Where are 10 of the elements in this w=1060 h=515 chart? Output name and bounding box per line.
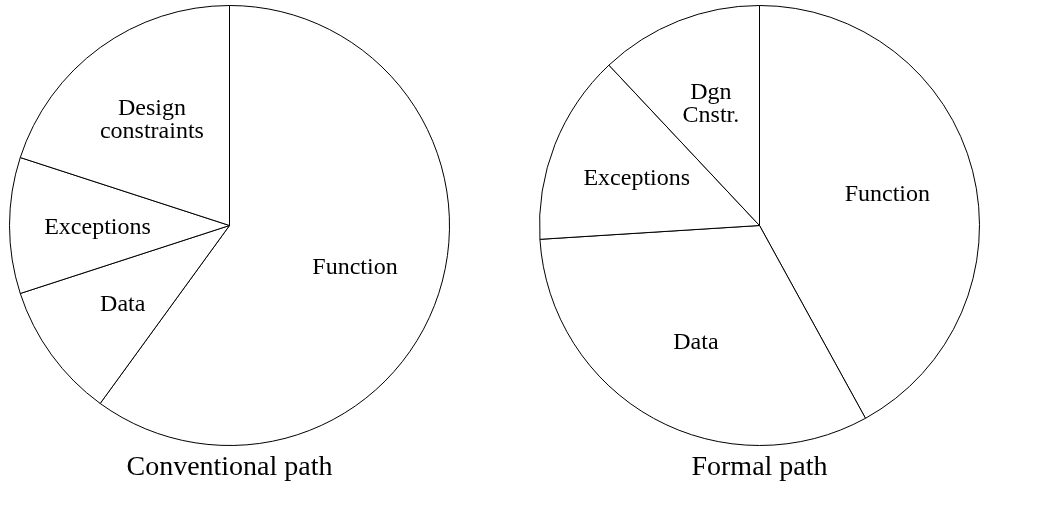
slice-label: Design constraints <box>99 94 204 144</box>
slice-label: Exceptions <box>583 163 691 190</box>
slice-label: Data <box>673 328 719 355</box>
slice-label: Exceptions <box>44 212 151 239</box>
slice-label: Function <box>312 253 398 280</box>
slice-label: Function <box>844 179 931 206</box>
text: Conventional path <box>126 450 333 481</box>
slice-label: Data <box>100 290 146 317</box>
slice-label: Dgn Cnstr. <box>682 78 740 128</box>
text: Formal path <box>691 450 828 481</box>
